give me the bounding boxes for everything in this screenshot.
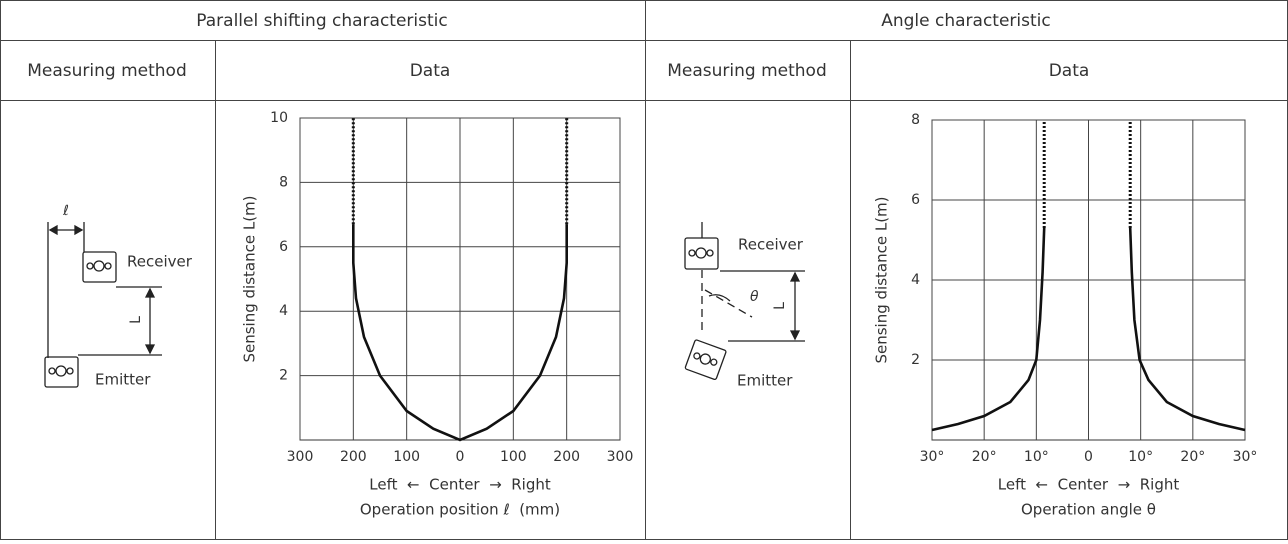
receiver-label: Receiver [738,236,804,254]
y-tick-label: 6 [911,192,920,208]
subheader: Measuring method [667,61,827,81]
x-tick-label: 10° [1024,449,1049,465]
x-tick-label: 100 [393,449,420,465]
emitter-label: Emitter [737,372,793,390]
diagram-parallel [45,222,162,387]
y-tick-label: 8 [279,174,288,190]
y-tick-label: 2 [279,368,288,384]
x-tick-label: 200 [340,449,367,465]
x-axis-label: Operation position ℓ (mm) [360,501,560,519]
x-tick-label: 200 [553,449,580,465]
x-tick-label: 300 [287,449,314,465]
distance-label: L [772,302,788,310]
subheader: Data [1049,61,1090,81]
y-tick-label: 10 [270,110,288,126]
angle-label: θ [750,289,759,305]
y-tick-label: 2 [911,352,920,368]
x-axis-label: Operation angle θ [1021,501,1156,519]
data-line [1130,228,1245,430]
y-tick-label: 4 [911,272,920,288]
subheader: Data [410,61,451,81]
x-tick-label: 20° [1180,449,1205,465]
subheader: Measuring method [27,61,187,81]
x-tick-label: 10° [1128,449,1153,465]
x-tick-label: 30° [920,449,945,465]
header: Parallel shifting characteristic [196,11,447,31]
receiver-label: Receiver [127,253,193,271]
x-axis-label: Left ← Center → Right [998,476,1180,494]
distance-label: L [128,316,144,324]
y-tick-label: 4 [279,303,288,319]
x-axis-label: Left ← Center → Right [369,476,551,494]
offset-label: ℓ [62,203,69,219]
y-tick-label: 6 [279,239,288,255]
y-tick-label: 8 [911,112,920,128]
data-line [932,228,1044,430]
y-axis-label: Sensing distance L(m) [873,196,891,363]
x-tick-label: 20° [972,449,997,465]
page: Parallel shifting characteristic Angle c… [0,0,1288,540]
x-tick-label: 100 [500,449,527,465]
x-tick-label: 0 [456,449,465,465]
header: Angle characteristic [881,11,1051,31]
table-grid [0,0,1288,540]
x-tick-label: 30° [1233,449,1258,465]
x-tick-label: 0 [1084,449,1093,465]
y-axis-label: Sensing distance L(m) [241,195,259,362]
emitter-label: Emitter [95,371,151,389]
x-tick-label: 300 [607,449,634,465]
